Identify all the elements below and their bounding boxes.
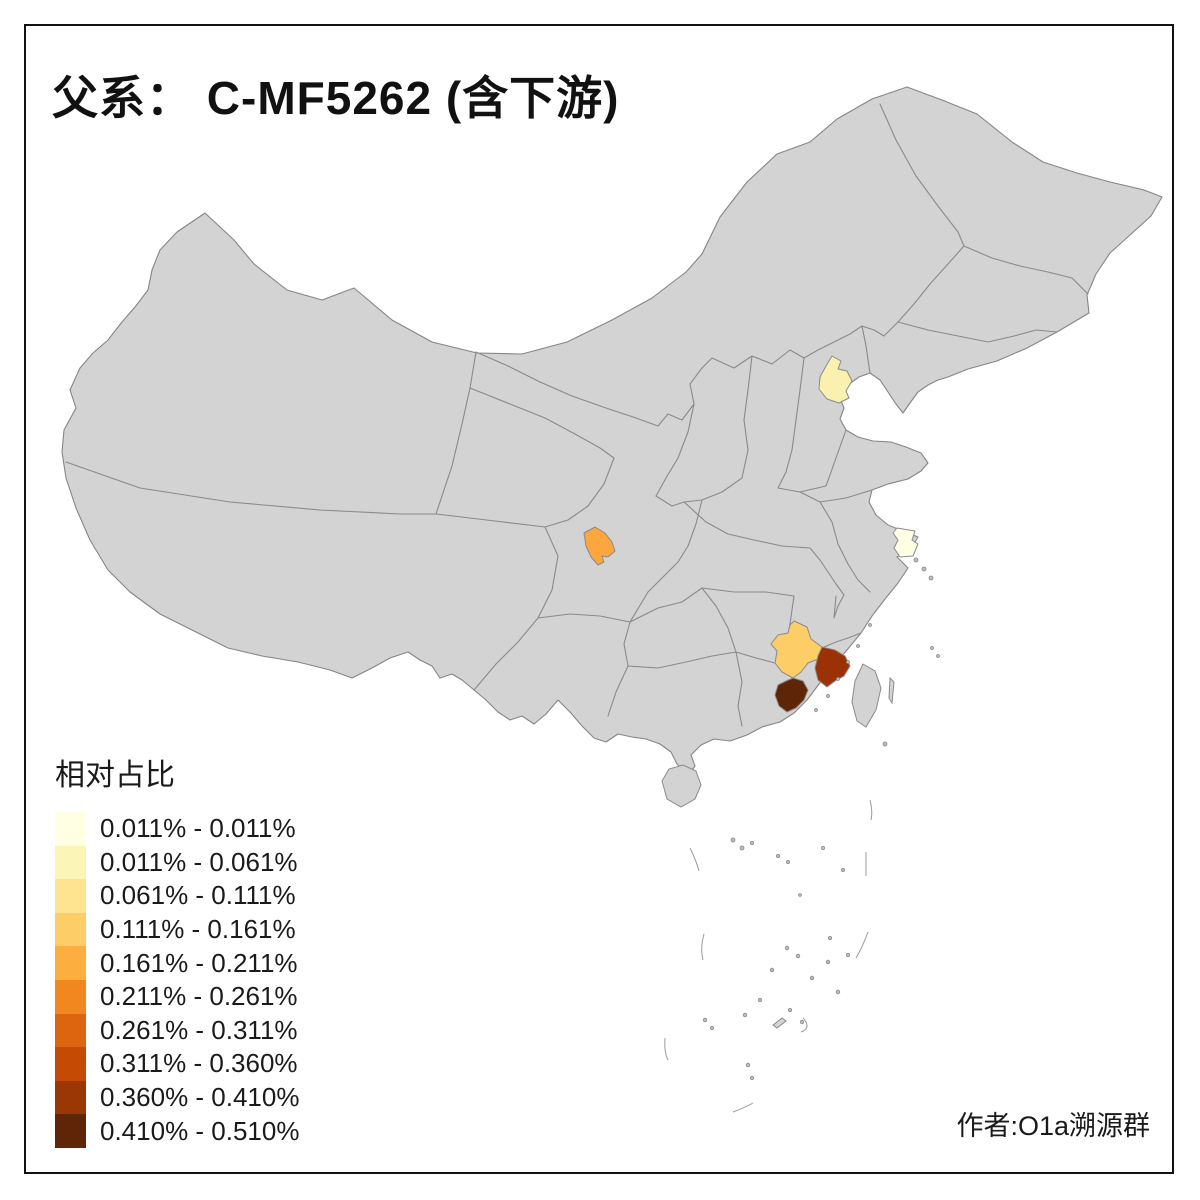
spratly-sliver-island <box>772 1017 787 1029</box>
legend-label: 0.360% - 0.410% <box>100 1082 300 1113</box>
legend-label: 0.161% - 0.211% <box>100 947 298 978</box>
legend-swatch <box>55 812 86 846</box>
legend-swatch <box>55 979 86 1014</box>
province-borders <box>65 103 1089 727</box>
legend-swatch <box>55 1080 86 1115</box>
region-shanghai <box>892 527 919 558</box>
legend-label: 0.011% - 0.011% <box>100 813 296 844</box>
map-title: 父系： C-MF5262 (含下游) <box>52 72 620 124</box>
region-west-fujian <box>814 646 851 688</box>
legend-label: 0.061% - 0.111% <box>100 880 296 911</box>
legend-title: 相对占比 <box>55 759 175 792</box>
legend-label: 0.410% - 0.510% <box>100 1115 300 1146</box>
legend-row: 0.261% - 0.311% <box>55 1013 299 1048</box>
legend-row: 0.111% - 0.161% <box>55 912 299 947</box>
legend-swatch <box>55 845 86 880</box>
legend-label: 0.211% - 0.261% <box>100 981 298 1012</box>
taiwan-island <box>851 663 882 728</box>
legend-swatch <box>55 1013 86 1048</box>
region-south-jiangxi <box>770 620 823 679</box>
region-beijing <box>818 355 853 404</box>
hainan-island <box>661 764 702 808</box>
small-island-east-of-taiwan <box>888 676 895 705</box>
author-credit: 作者:O1a溯源群 <box>956 1111 1150 1141</box>
legend-label: 0.011% - 0.061% <box>100 846 298 877</box>
sea-boundary-dashes <box>664 799 873 1113</box>
legend-swatch <box>55 912 86 947</box>
legend-row: 0.161% - 0.211% <box>55 946 299 980</box>
legend-label: 0.111% - 0.161% <box>100 914 296 945</box>
legend-swatch <box>55 1047 86 1081</box>
legend-row: 0.011% - 0.011% <box>55 812 299 846</box>
legend-row: 0.011% - 0.061% <box>55 845 299 880</box>
legend-label: 0.261% - 0.311% <box>100 1014 298 1045</box>
china-mainland-shape <box>61 86 1163 777</box>
legend-row: 0.360% - 0.410% <box>55 1080 300 1115</box>
legend-swatch <box>55 879 86 913</box>
small-islands-specks <box>702 557 940 1081</box>
region-northeast-guangdong <box>774 677 809 713</box>
legend-swatch <box>55 1114 86 1148</box>
legend-label: 0.311% - 0.360% <box>100 1048 298 1079</box>
legend-row: 0.211% - 0.261% <box>55 979 299 1014</box>
legend-row: 0.061% - 0.111% <box>55 879 299 913</box>
region-central-sichuan <box>583 526 616 566</box>
legend-row: 0.410% - 0.510% <box>55 1114 299 1148</box>
legend-swatch <box>55 946 86 980</box>
legend-row: 0.311% - 0.360% <box>55 1047 299 1081</box>
legend: 相对占比 0.011% - 0.011% 0.011% - 0.061% 0.0… <box>55 750 299 1148</box>
